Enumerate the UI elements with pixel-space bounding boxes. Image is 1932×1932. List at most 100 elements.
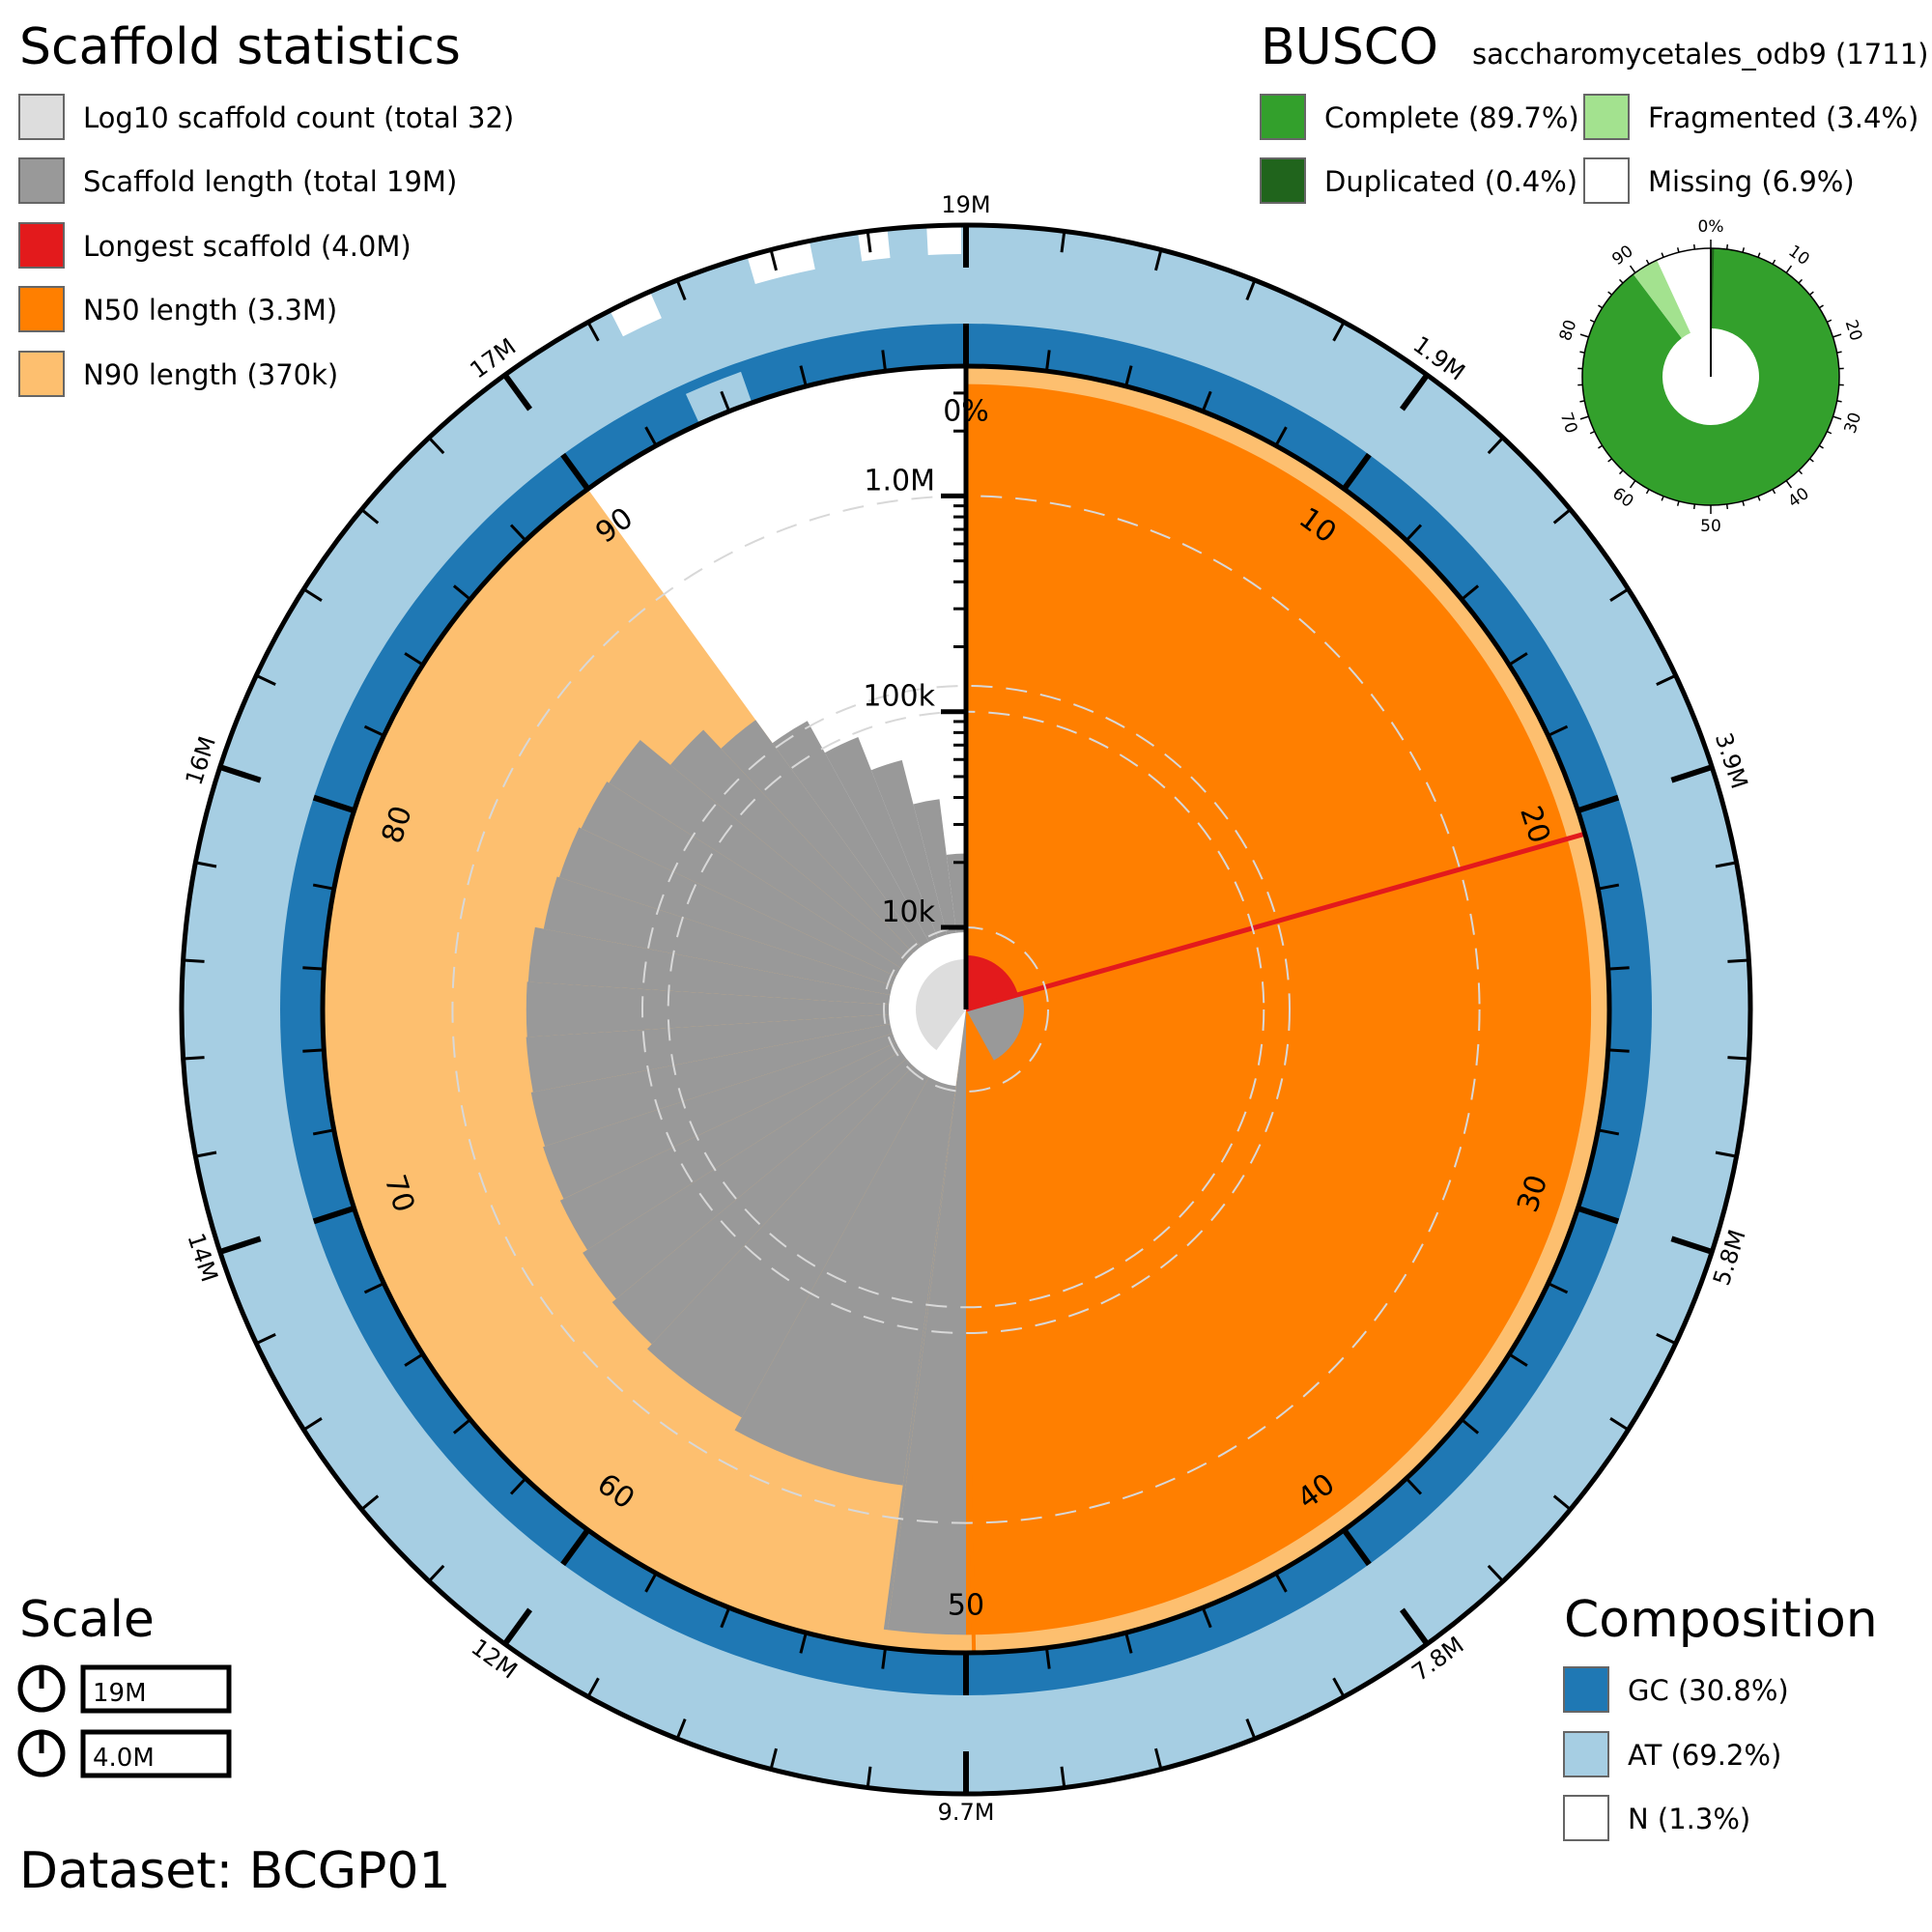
length-minor-tick (302, 1417, 323, 1432)
busco-tick (1757, 496, 1761, 501)
percent-minor-tick (1274, 1572, 1288, 1593)
length-minor-tick (1656, 1333, 1677, 1346)
percent-minor-tick (1044, 350, 1051, 372)
length-major-tick (218, 1236, 262, 1255)
scaffold-length-bar (581, 781, 966, 1009)
legend-swatch-length (18, 157, 65, 204)
percent-minor-tick (312, 1128, 335, 1136)
busco-tick (1579, 351, 1585, 354)
busco-tick (1809, 291, 1814, 296)
length-minor-tick (195, 861, 217, 868)
length-minor-tick (1727, 1056, 1749, 1061)
length-minor-tick (195, 1151, 217, 1158)
length-minor-tick (1715, 861, 1737, 868)
scale-legend: Scale 19M 4.0M (17, 1591, 232, 1778)
length-minor-tick (360, 508, 380, 525)
n-segment (857, 227, 891, 262)
length-minor-tick (1552, 508, 1572, 525)
scale-box-total (80, 1664, 232, 1714)
percent-minor-tick (644, 1572, 658, 1593)
n-segment (609, 289, 662, 337)
length-minor-tick (1609, 1417, 1630, 1432)
busco-tick (1818, 444, 1824, 449)
radial-tick-label: 1.0M (864, 464, 935, 497)
percent-minor-tick (1124, 365, 1133, 387)
legend-label-n50: N50 length (3.3M) (83, 294, 337, 327)
scaffold-length-bar (721, 720, 966, 1009)
percent-minor-tick (452, 1418, 471, 1435)
percent-minor-tick (302, 966, 325, 971)
busco-tick (1798, 278, 1804, 284)
scaffold-length-bar (526, 1009, 966, 1093)
length-minor-tick (255, 1333, 276, 1346)
busco-tick (1607, 458, 1612, 463)
length-minor-tick (1656, 673, 1677, 686)
busco-tick (1618, 469, 1624, 475)
legend-label-count: Log10 scaffold count (total 32) (83, 101, 514, 134)
scale-label-longest: 4.0M (93, 1744, 155, 1773)
scaffold-length-bar (543, 876, 966, 1009)
length-minor-tick (1487, 1564, 1504, 1582)
busco-tick (1645, 489, 1650, 495)
length-minor-tick (255, 673, 276, 686)
composition-swatch-n (1563, 1795, 1609, 1841)
percent-minor-tick (799, 1632, 808, 1654)
percent-minor-tick (1597, 1128, 1620, 1136)
busco-tick (1661, 252, 1664, 258)
percent-major-tick (1577, 794, 1620, 814)
busco-tick (1589, 430, 1595, 435)
composition-label-n: N (1.3%) (1628, 1803, 1750, 1835)
scale-label-total: 19M (93, 1679, 147, 1708)
scaffold-length-bar (543, 1009, 966, 1200)
length-minor-tick (1332, 321, 1346, 342)
busco-legend: BUSCO saccharomycetales_odb9 (1711) Comp… (1260, 18, 1928, 204)
legend-label-n90: N90 length (370k) (83, 358, 338, 391)
length-minor-tick (1727, 958, 1749, 963)
percent-minor-tick (1274, 426, 1288, 447)
length-minor-tick (769, 249, 778, 271)
legend-swatch-count (18, 94, 65, 140)
scaffold-legend: Scaffold statistics Log10 scaffold count… (18, 18, 514, 397)
percent-minor-tick (363, 1282, 385, 1294)
length-minor-tick (866, 1766, 872, 1788)
scaffold-legend-title: Scaffold statistics (19, 18, 461, 76)
percent-minor-tick (312, 883, 335, 891)
length-minor-tick (1154, 249, 1163, 271)
length-minor-tick (1609, 587, 1630, 602)
percent-minor-tick (720, 1606, 731, 1629)
composition-swatch-gc (1563, 1666, 1609, 1713)
percent-major-tick (1342, 1528, 1372, 1567)
legend-swatch-longest (18, 222, 65, 269)
busco-lineage: saccharomycetales_odb9 (1711) (1472, 38, 1928, 71)
scaffold-length-bar (772, 721, 966, 1009)
composition-label-at: AT (69.2%) (1628, 1739, 1781, 1772)
busco-tick (1676, 500, 1680, 506)
composition-swatch-at (1563, 1731, 1609, 1777)
scale-box-longest (80, 1729, 232, 1778)
percent-minor-tick (1547, 1282, 1569, 1294)
scaffold-length-bar (883, 1009, 966, 1631)
busco-title: BUSCO (1261, 18, 1438, 76)
n50-region (966, 384, 1592, 1635)
percent-minor-tick (644, 426, 658, 447)
busco-tick (1836, 351, 1842, 354)
dashed-guide-circle (641, 685, 1291, 1334)
length-minor-tick (1245, 1718, 1257, 1740)
busco-tick (1629, 265, 1636, 273)
percent-minor-tick (452, 584, 471, 601)
busco-tick (1607, 291, 1612, 296)
busco-swatch-duplicated (1260, 157, 1306, 204)
composition-label-gc: GC (30.8%) (1628, 1674, 1789, 1707)
percent-minor-tick (404, 1352, 424, 1367)
busco-tick (1579, 400, 1585, 403)
busco-tick (1676, 247, 1680, 253)
length-major-tick (218, 764, 262, 783)
legend-swatch-n50 (18, 286, 65, 332)
busco-tick-label: 10 (1784, 242, 1812, 270)
length-tick-label: 9.7M (938, 1799, 995, 1826)
composition-title: Composition (1564, 1591, 1878, 1649)
percent-tick-label: 0% (943, 395, 989, 429)
busco-tick (1785, 480, 1793, 489)
composition-legend: Composition GC (30.8%) AT (69.2%) N (1.3… (1563, 1591, 1878, 1841)
length-minor-tick (1552, 1494, 1572, 1511)
